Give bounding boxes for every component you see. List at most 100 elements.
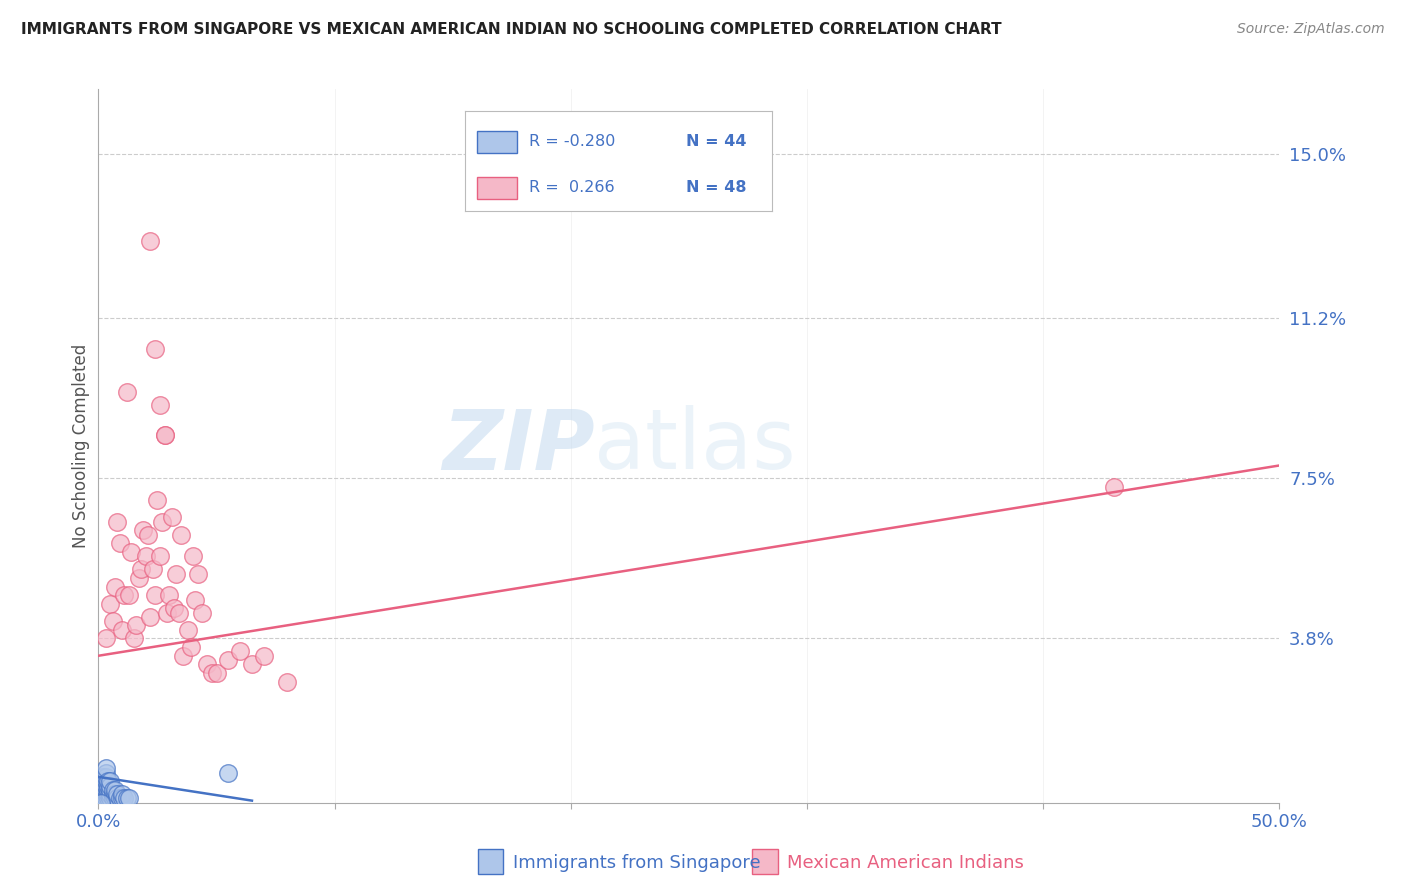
Text: IMMIGRANTS FROM SINGAPORE VS MEXICAN AMERICAN INDIAN NO SCHOOLING COMPLETED CORR: IMMIGRANTS FROM SINGAPORE VS MEXICAN AME…: [21, 22, 1001, 37]
Point: [153, 428, 176, 442]
Point: [122, 632, 145, 646]
Text: R =  0.266: R = 0.266: [529, 180, 614, 195]
Point: [97, 782, 120, 797]
Point: [146, 493, 169, 508]
Point: [276, 674, 298, 689]
Point: [94, 791, 117, 805]
Point: [104, 580, 127, 594]
Point: [187, 566, 209, 581]
Point: [160, 510, 183, 524]
Point: [91, 782, 114, 797]
Point: [135, 549, 157, 564]
Point: [157, 588, 180, 602]
Point: [108, 536, 131, 550]
Point: [94, 782, 117, 797]
Text: R = -0.280: R = -0.280: [529, 134, 616, 149]
Point: [98, 787, 121, 801]
Point: [118, 588, 141, 602]
Point: [167, 606, 190, 620]
Point: [101, 787, 124, 801]
Point: [177, 623, 200, 637]
Point: [172, 648, 194, 663]
Point: [229, 644, 252, 658]
Point: [90, 791, 112, 805]
Point: [94, 770, 117, 784]
Point: [136, 527, 159, 541]
Point: [253, 648, 276, 663]
Point: [170, 527, 193, 541]
Point: [94, 774, 117, 789]
Point: [118, 791, 141, 805]
Point: [94, 761, 117, 775]
Point: [91, 779, 114, 793]
Point: [91, 791, 114, 805]
Point: [121, 545, 143, 559]
Point: [240, 657, 263, 672]
Point: [115, 791, 138, 805]
Point: [217, 653, 239, 667]
Point: [129, 562, 152, 576]
Point: [142, 562, 165, 576]
Point: [180, 640, 202, 654]
Point: [90, 782, 112, 797]
Point: [104, 782, 127, 797]
Point: [156, 606, 179, 620]
Point: [94, 787, 117, 801]
Text: Immigrants from Singapore: Immigrants from Singapore: [513, 854, 761, 871]
Point: [98, 791, 121, 805]
Text: ZIP: ZIP: [441, 406, 595, 486]
Point: [217, 765, 239, 780]
Point: [97, 791, 120, 805]
Point: [184, 592, 207, 607]
Point: [111, 623, 134, 637]
Point: [181, 549, 204, 564]
Point: [201, 666, 224, 681]
Point: [105, 791, 128, 805]
Point: [90, 787, 112, 801]
Point: [150, 515, 173, 529]
Point: [97, 774, 120, 789]
Point: [98, 782, 121, 797]
Point: [153, 428, 176, 442]
FancyBboxPatch shape: [477, 130, 517, 153]
Point: [132, 524, 155, 538]
Point: [108, 791, 131, 805]
Point: [104, 791, 127, 805]
Point: [111, 791, 134, 805]
Point: [149, 549, 172, 564]
Point: [101, 791, 124, 805]
Point: [163, 601, 186, 615]
Point: [143, 342, 166, 356]
Point: [139, 234, 162, 248]
Text: atlas: atlas: [595, 406, 796, 486]
Point: [191, 606, 214, 620]
Point: [98, 774, 121, 789]
Point: [98, 597, 121, 611]
Point: [205, 666, 228, 681]
Text: Mexican American Indians: Mexican American Indians: [787, 854, 1024, 871]
Point: [125, 618, 148, 632]
Point: [1102, 480, 1125, 494]
Point: [105, 515, 128, 529]
Point: [90, 796, 112, 810]
Y-axis label: No Schooling Completed: No Schooling Completed: [72, 344, 90, 548]
Point: [112, 588, 135, 602]
Point: [195, 657, 218, 672]
Point: [105, 787, 128, 801]
Point: [91, 774, 114, 789]
Text: N = 48: N = 48: [686, 180, 747, 195]
Point: [97, 779, 120, 793]
Point: [104, 787, 127, 801]
Text: N = 44: N = 44: [686, 134, 747, 149]
Point: [115, 384, 138, 399]
Point: [98, 779, 121, 793]
Point: [101, 782, 124, 797]
Point: [139, 610, 162, 624]
Point: [128, 571, 150, 585]
Point: [165, 566, 187, 581]
Point: [90, 779, 112, 793]
Point: [111, 787, 134, 801]
Point: [91, 787, 114, 801]
Point: [143, 588, 166, 602]
Point: [112, 791, 135, 805]
